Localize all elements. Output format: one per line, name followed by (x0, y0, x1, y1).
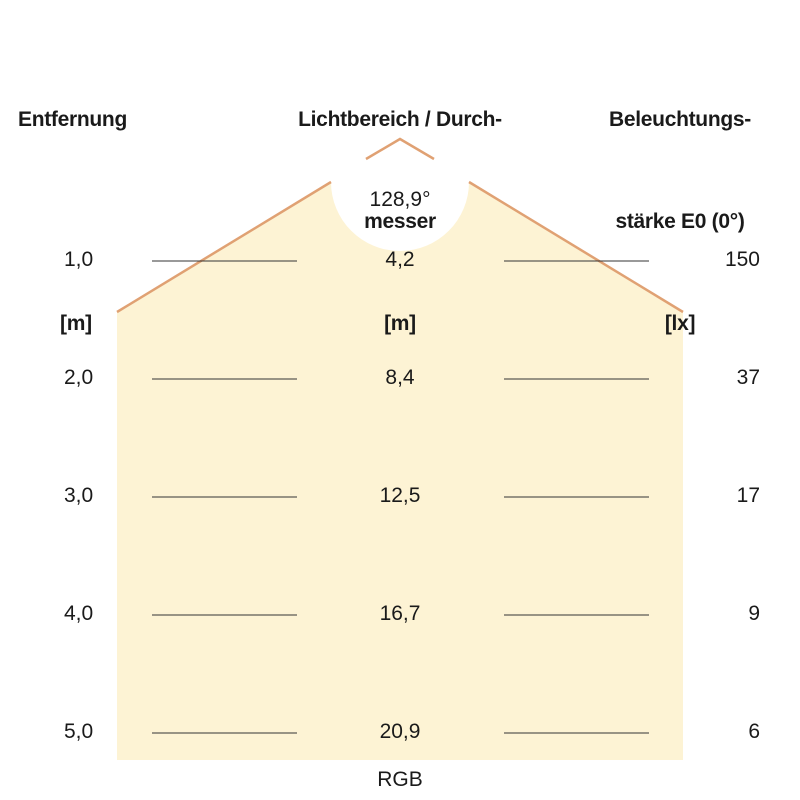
distance-header: Entfernung [m] (18, 35, 127, 375)
illuminance-value: 150 (724, 248, 760, 271)
distance-value: 2,0 (64, 366, 94, 389)
distance-header-title: Entfernung (18, 108, 127, 131)
diameter-value: 8,4 (385, 366, 415, 389)
distance-value: 1,0 (64, 248, 94, 271)
illuminance-header-line1: Beleuchtungs- (609, 108, 751, 131)
illuminance-value: 6 (748, 720, 760, 743)
distance-header-unit: [m] (60, 312, 92, 335)
beam-angle-label: 128,9° (369, 188, 431, 211)
illuminance-header-line2: stärke E0 (0°) (615, 210, 745, 233)
diameter-header-unit: [m] (384, 312, 416, 335)
illuminance-value: 9 (748, 602, 760, 625)
diameter-value: 16,7 (379, 602, 421, 625)
illuminance-value: 17 (736, 484, 760, 507)
diameter-header-line1: Lichtbereich / Durch- (298, 108, 502, 131)
beam-edge-left (116, 180, 332, 314)
diameter-header-line2: messer (364, 210, 436, 233)
color-label: RGB (377, 768, 423, 791)
distance-value: 5,0 (64, 720, 94, 743)
luminaire-apex (365, 137, 435, 161)
diameter-value: 20,9 (379, 720, 421, 743)
diameter-value: 12,5 (379, 484, 421, 507)
distance-value: 4,0 (64, 602, 94, 625)
illuminance-header-unit: [lx] (664, 312, 696, 335)
row-guide-lines (152, 260, 649, 734)
diameter-value: 4,2 (385, 248, 415, 271)
illuminance-header: Beleuchtungs- stärke E0 (0°) [lx] (560, 35, 800, 375)
diameter-header: Lichtbereich / Durch- messer [m] (200, 35, 600, 375)
distance-value: 3,0 (64, 484, 94, 507)
beam-edge-right (468, 180, 684, 314)
illuminance-value: 37 (736, 366, 760, 389)
